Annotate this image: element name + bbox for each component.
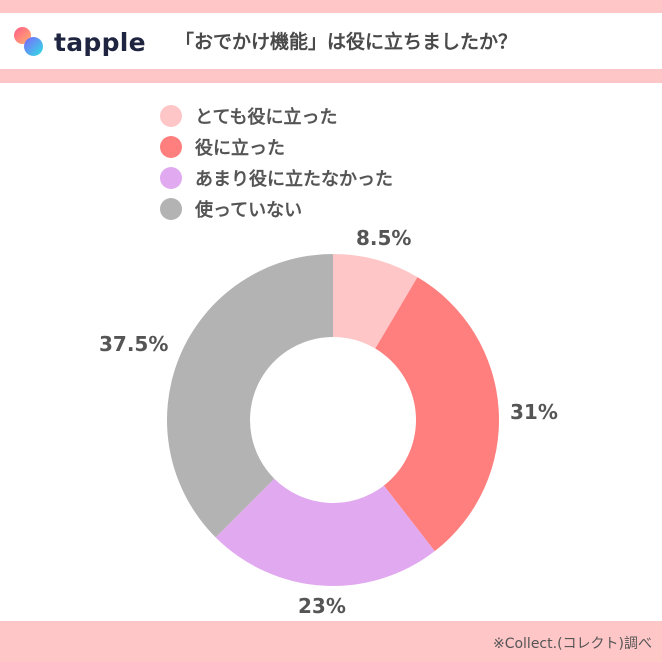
legend-label: 役に立った xyxy=(195,137,285,159)
chart-title: 「おでかけ機能」は役に立ちましたか？ xyxy=(175,31,518,53)
slice-not-very-useful xyxy=(215,478,435,586)
tapple-logo: tapple xyxy=(14,27,146,57)
footer-band: ※Collect.(コレクト)調べ xyxy=(0,621,662,662)
logo-text: tapple xyxy=(54,27,146,57)
header: tapple 「おでかけ機能」は役に立ちましたか？ xyxy=(0,13,662,69)
label-not-used: 37.5% xyxy=(99,332,169,356)
slice-useful xyxy=(375,277,499,552)
legend-label: とても役に立った xyxy=(195,106,338,128)
chart-legend: とても役に立った 役に立った あまり役に立たなかった 使っていない xyxy=(160,100,393,224)
legend-label: あまり役に立たなかった xyxy=(195,168,393,190)
legend-dot-icon xyxy=(160,166,182,189)
slice-not-used xyxy=(167,254,333,538)
legend-item-useful: 役に立った xyxy=(160,131,393,162)
legend-label: 使っていない xyxy=(195,199,303,221)
legend-item-not-very-useful: あまり役に立たなかった xyxy=(160,162,393,193)
legend-item-very-useful: とても役に立った xyxy=(160,100,393,131)
label-useful: 31% xyxy=(510,400,558,424)
top-band xyxy=(0,0,662,13)
label-not-very-useful: 23% xyxy=(298,594,346,618)
header-divider-band xyxy=(0,69,662,83)
legend-dot-icon xyxy=(160,135,182,158)
legend-item-not-used: 使っていない xyxy=(160,193,393,224)
label-very-useful: 8.5% xyxy=(356,226,412,250)
tapple-logo-icon xyxy=(14,27,44,57)
legend-dot-icon xyxy=(160,104,182,127)
slice-very-useful xyxy=(333,254,418,349)
source-note: ※Collect.(コレクト)調べ xyxy=(492,636,652,652)
legend-dot-icon xyxy=(160,197,182,220)
